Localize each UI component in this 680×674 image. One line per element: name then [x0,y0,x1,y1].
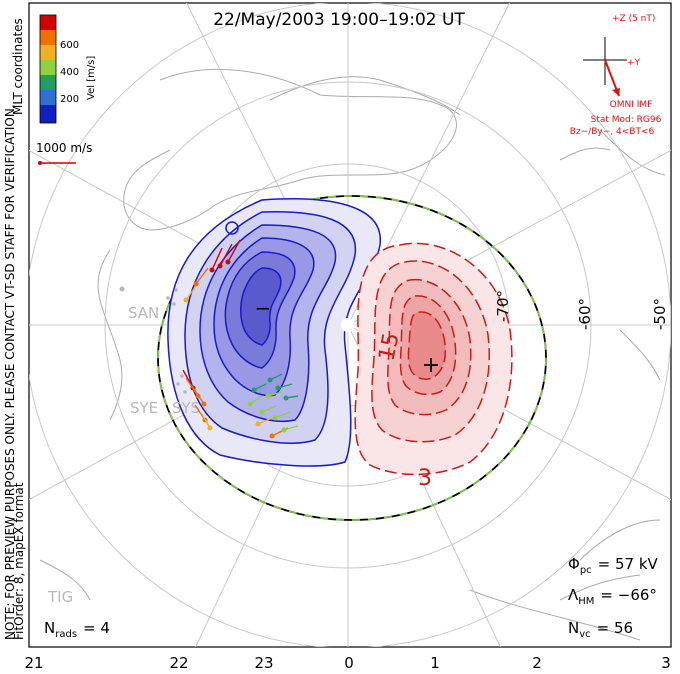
velocity-colorbar: 600 400 200 Vel [m/s] [39,14,97,124]
mlt-tick: 2 [532,654,542,672]
station-sys: SYS [172,399,200,417]
vector-scale-label: 1000 m/s [36,141,92,155]
colorbar-tick-600: 600 [60,40,79,51]
contour-label-15: 15 [374,331,404,364]
mlt-tick: 22 [169,654,188,672]
svg-text:Nvc= 56: Nvc = 56 [568,619,633,640]
station-tig: TIG [47,588,73,606]
velocity-vectors [119,239,299,439]
pole-marker [341,318,355,332]
imf-z-label: +Z (5 nT) [612,14,655,24]
stat-n-vc: Nvc = 56 [568,619,633,640]
negative-potential-cell [167,198,381,467]
lat-label-70: -70° [494,290,512,322]
mlt-tick: 0 [344,654,354,672]
colorbar-tick-200: 200 [60,94,79,105]
stat-phi-pc: Φpc = 57 kV [568,555,659,576]
svg-text:ΛHM= −66°: ΛHM = −66° [568,586,657,607]
mlt-tick: 21 [24,654,43,672]
vector-scale-arrow [38,161,76,165]
mlt-coordinates-label: MLT coordinates [11,18,25,115]
lat-label-50: -50° [651,298,669,330]
mlt-tick: 3 [661,654,671,672]
preview-notice: NOTE: FOR PREVIEW PURPOSES ONLY. PLEASE … [3,104,17,640]
stat-lambda-hm: ΛHM = −66° [568,586,657,607]
mlt-tick: 23 [254,654,273,672]
colorbar-tick-400: 400 [60,67,79,78]
imf-clock-dial: +Z (5 nT) +Y OMNI IMF Stat Mod: RG96 Bz−… [570,14,662,137]
map-title: 22/May/2003 19:00–19:02 UT [213,10,465,30]
fit-order: FitOrder: 8, mapEX format [12,482,26,640]
lat-label-60: -60° [576,298,594,330]
colorbar-title: Vel [m/s] [86,56,97,100]
mlt-tick: 1 [430,654,440,672]
positive-potential-cell [354,242,513,476]
imf-source: OMNI IMF [610,100,653,110]
imf-y-label: +Y [627,58,641,68]
contour-label-3: 3 [418,466,432,491]
station-sye: SYE [130,399,158,417]
positive-cell-marker: + [422,353,440,378]
stat-n-rads: Nrads = 4 [44,619,110,640]
svg-text:Φpc= 57 kV: Φpc = 57 kV [568,555,659,576]
coastlines [39,68,666,641]
imf-condition: Bz−/By−, 4<BT<6 [570,127,655,137]
negative-cell-marker: − [255,296,272,320]
svg-text:Nrads= 4: Nrads = 4 [44,619,110,640]
heppner-maynard-dash [157,195,547,521]
station-san: SAN [128,304,159,322]
mlt-axis: 21 22 23 0 1 2 3 [24,654,670,672]
imf-stat-model: Stat Mod: RG96 [591,115,662,125]
